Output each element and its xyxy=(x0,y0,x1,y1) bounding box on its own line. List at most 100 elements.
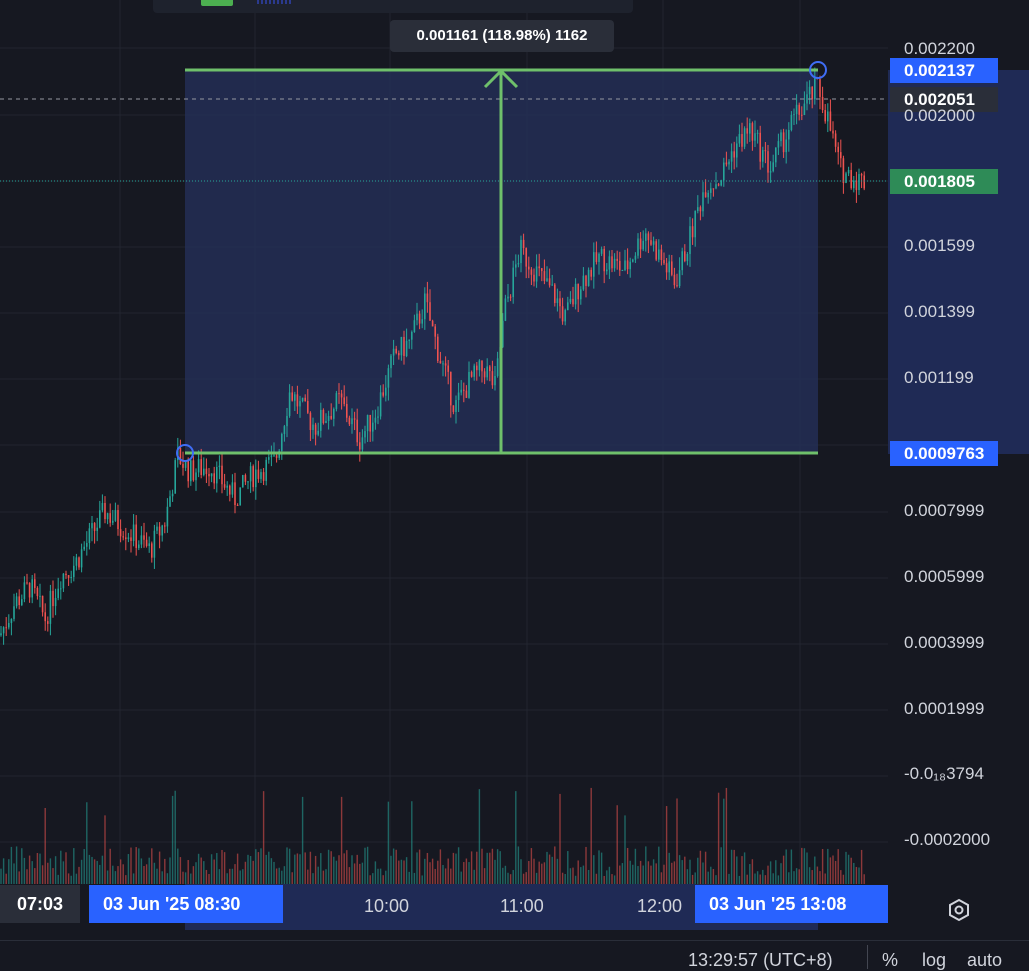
volume-bar xyxy=(301,796,304,884)
volume-bar xyxy=(717,792,720,884)
candle-body xyxy=(164,525,166,527)
candle-body xyxy=(639,238,642,250)
volume-bar xyxy=(400,859,403,884)
toolbar-dotted-swatch[interactable] xyxy=(257,0,291,4)
volume-bar xyxy=(561,872,564,884)
log-toggle[interactable]: log xyxy=(922,950,947,970)
candle-body xyxy=(611,256,613,269)
candle-body xyxy=(0,633,2,636)
volume-bar xyxy=(54,856,57,884)
candle-body xyxy=(491,371,494,386)
candle-body xyxy=(140,535,143,545)
candle-body xyxy=(268,457,270,460)
volume-bar xyxy=(164,858,166,884)
candle-body xyxy=(260,472,262,479)
volume-bar xyxy=(244,861,247,884)
volume-bar xyxy=(369,875,371,884)
volume-bar xyxy=(377,868,379,884)
candle-body xyxy=(502,320,504,348)
price-axis-tick: 0.0003999 xyxy=(904,633,985,652)
volume-bar xyxy=(860,849,863,884)
candle-body xyxy=(624,260,626,270)
candle-body xyxy=(637,238,639,256)
volume-bar xyxy=(109,848,111,884)
volume-bar xyxy=(88,854,91,884)
toolbar-green-swatch[interactable] xyxy=(201,0,233,6)
candle-body xyxy=(853,180,855,189)
volume-bar xyxy=(288,848,291,884)
volume-bar xyxy=(429,862,431,884)
candle-body xyxy=(613,258,616,269)
volume-bar xyxy=(829,857,832,884)
candle-body xyxy=(322,409,325,424)
candle-body xyxy=(403,336,405,357)
volume-bar xyxy=(23,857,26,884)
volume-bar xyxy=(834,860,837,884)
candle-body xyxy=(811,86,813,100)
candle-body xyxy=(255,469,257,488)
volume-bar xyxy=(34,868,36,884)
candle-body xyxy=(270,455,273,458)
volume-bar xyxy=(49,858,52,884)
time-axis[interactable]: 07:03 03 Jun '25 08:30 10:00 11:00 12:00… xyxy=(0,884,1029,930)
candle-body xyxy=(756,132,759,134)
volume-bar xyxy=(346,850,348,884)
time-tick: 11:00 xyxy=(500,896,544,916)
candle-body xyxy=(145,539,148,546)
gear-icon[interactable] xyxy=(946,898,972,922)
volume-bar xyxy=(624,815,626,884)
candle-body xyxy=(364,431,366,438)
candle-body xyxy=(598,253,600,262)
candle-body xyxy=(777,141,780,148)
volume-bar xyxy=(8,859,10,884)
volume-bar xyxy=(546,851,548,884)
candle-body xyxy=(645,233,647,241)
volume-bar xyxy=(80,859,83,884)
candle-body xyxy=(429,302,431,321)
candle-body xyxy=(161,525,163,536)
volume-bar xyxy=(671,862,673,884)
indicator-toolbar xyxy=(153,0,633,13)
candle-body xyxy=(127,537,130,540)
candle-body xyxy=(8,623,10,628)
volume-bar xyxy=(78,866,80,884)
volume-bar xyxy=(486,852,488,884)
volume-bar xyxy=(582,865,585,884)
candle-body xyxy=(112,520,114,523)
volume-bar xyxy=(710,866,712,884)
volume-bar xyxy=(816,866,819,884)
candle-body xyxy=(762,150,764,162)
volume-bar xyxy=(322,870,325,884)
candle-body xyxy=(325,420,327,424)
volume-bar xyxy=(751,859,754,884)
auto-toggle[interactable]: auto xyxy=(967,950,1003,970)
volume-bar xyxy=(832,855,834,884)
volume-bar xyxy=(808,867,811,884)
candle-body xyxy=(463,389,465,391)
candle-body xyxy=(634,255,637,260)
volume-bar xyxy=(733,849,735,884)
candle-body xyxy=(10,618,13,624)
candle-body xyxy=(567,302,569,311)
volume-bar xyxy=(327,849,330,884)
volume-bar xyxy=(187,860,189,884)
candle-body xyxy=(252,466,254,488)
volume-bar xyxy=(299,854,301,884)
candle-body xyxy=(790,114,793,130)
volume-bar xyxy=(538,861,540,884)
candle-body xyxy=(712,188,715,190)
volume-bar xyxy=(756,871,759,884)
volume-bar xyxy=(60,850,62,884)
candle-body xyxy=(642,240,644,250)
volume-bar xyxy=(208,873,210,884)
candle-body xyxy=(369,415,371,432)
percent-toggle[interactable]: % xyxy=(882,950,899,970)
candle-body xyxy=(442,363,444,365)
candle-body xyxy=(520,239,522,264)
candle-body xyxy=(694,210,696,238)
volume-bar xyxy=(606,870,608,884)
candle-body xyxy=(616,258,618,261)
price-axis-tick: 0.0005999 xyxy=(904,567,985,586)
